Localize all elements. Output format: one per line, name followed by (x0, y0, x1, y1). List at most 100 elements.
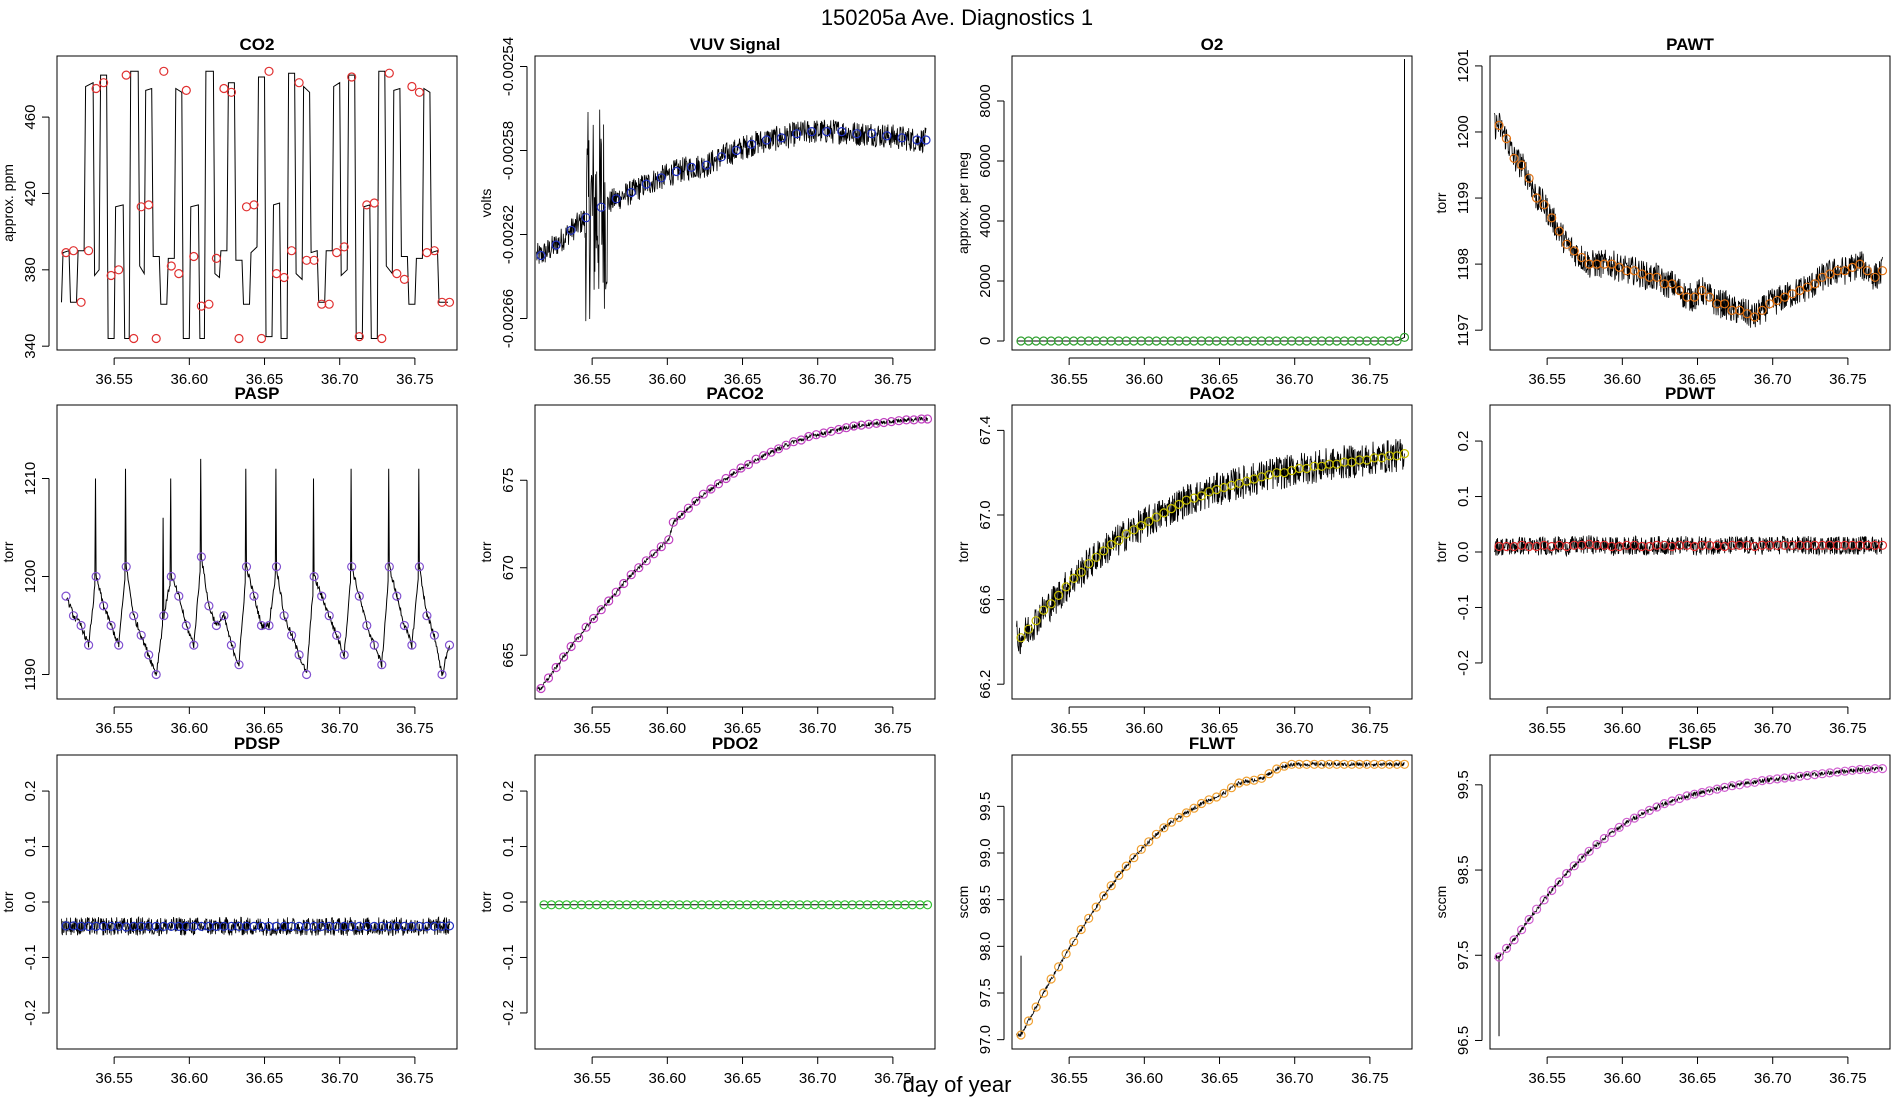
x-axis: 36.55 36.60 36.65 36.70 36.75 (573, 357, 912, 388)
panel-co2: CO2 36.55 36.60 36.65 36.70 36.75 340 380 420 460… (0, 35, 458, 388)
x-tick-label: 36.60 (171, 720, 209, 737)
average-point (1129, 525, 1139, 535)
y-tick-label: 0.0 (1455, 542, 1472, 563)
average-point (437, 669, 447, 680)
panel-paco2: PACO2 36.55 36.60 36.65 36.70 36.75 665 670 675 t… (478, 384, 936, 737)
panel-title: FLSP (1668, 734, 1711, 753)
average-point (686, 162, 697, 172)
average-point (1652, 272, 1662, 282)
x-tick-label: 36.65 (1679, 720, 1717, 737)
average-point (392, 591, 402, 601)
raw-series (65, 458, 450, 677)
average-point (1569, 246, 1579, 256)
x-tick-label: 36.60 (1604, 371, 1642, 388)
average-point (1023, 1016, 1034, 1026)
y-tick-label: -0.1 (22, 945, 39, 971)
average-point (1091, 552, 1101, 562)
average-point (1166, 504, 1177, 514)
average-point (701, 160, 712, 170)
average-point (444, 640, 455, 650)
x-axis: 36.55 36.60 36.65 36.70 36.75 (95, 1056, 434, 1087)
average-point (1562, 239, 1572, 249)
average-point (151, 333, 161, 344)
average-point (294, 78, 304, 88)
average-point (683, 503, 694, 513)
average-point (1614, 822, 1624, 833)
average-point (1554, 226, 1564, 236)
average-point (1151, 512, 1162, 522)
y-tick-label: 0.0 (500, 892, 517, 913)
plot-area (61, 66, 455, 344)
average-point (189, 640, 199, 650)
plot-area (61, 458, 455, 680)
x-tick-label: 36.75 (1829, 371, 1867, 388)
average-point (211, 253, 221, 263)
average-point (226, 87, 236, 97)
x-axis: 36.55 36.60 36.65 36.70 36.75 (1528, 1056, 1867, 1087)
average-point (897, 133, 907, 143)
y-axis: -0.2 -0.1 0.0 0.1 0.2 (500, 781, 528, 1026)
average-point (1637, 809, 1647, 819)
average-point (1038, 988, 1049, 998)
y-axis-label: torr (0, 891, 16, 912)
raw-series (61, 70, 448, 339)
average-point (1084, 913, 1094, 923)
y-tick-label: -0.2 (22, 1000, 39, 1026)
y-axis: 1190 1200 1210 (22, 462, 50, 691)
average-point (1539, 200, 1549, 210)
average-point (1607, 827, 1617, 838)
plot-frame (534, 404, 936, 700)
panel-o2: O2 36.55 36.60 36.65 36.70 36.75 0 2000 4000 6000… (955, 35, 1413, 388)
y-tick-label: -0.00262 (500, 205, 517, 264)
average-point (144, 200, 154, 210)
y-axis-label: sccm (1433, 886, 1449, 919)
plot-area (539, 900, 933, 910)
average-point (1501, 943, 1512, 954)
average-point (98, 78, 109, 88)
average-point (573, 633, 584, 643)
average-point (1121, 529, 1131, 539)
average-point (76, 297, 86, 307)
average-point (114, 640, 124, 650)
panel-pdwt: PDWT 36.55 36.60 36.65 36.70 36.75 -0.2 -0.1 0.0… (1433, 384, 1891, 737)
average-point (634, 563, 644, 573)
y-tick-label: 0.2 (22, 781, 39, 802)
x-tick-label: 36.65 (246, 720, 284, 737)
average-point (1509, 153, 1519, 163)
average-point (1719, 299, 1730, 309)
x-tick-label: 36.65 (1201, 720, 1239, 737)
panel-title: PDWT (1665, 384, 1716, 403)
average-point (1547, 885, 1557, 896)
x-tick-label: 36.70 (1754, 371, 1792, 388)
average-point (444, 921, 455, 931)
y-axis-label: volts (478, 189, 494, 218)
y-axis: 340 380 420 460 (22, 105, 50, 359)
plot-frame (1489, 754, 1891, 1050)
x-axis: 36.55 36.60 36.65 36.70 36.75 (1050, 357, 1389, 388)
y-tick-label: 460 (22, 105, 39, 130)
plot-area (536, 414, 933, 694)
plot-area (1494, 763, 1888, 1037)
average-point (1181, 808, 1192, 818)
panel-vuv-signal: VUV Signal 36.55 36.60 36.65 36.70 36.75 -0.00… (478, 35, 936, 388)
average-point (588, 613, 599, 624)
average-point (1114, 535, 1124, 546)
y-axis: -0.2 -0.1 0.0 0.1 0.2 (22, 781, 50, 1026)
average-point (166, 261, 176, 271)
y-axis-label: approx. per meg (955, 152, 971, 254)
x-tick-label: 36.70 (1754, 1070, 1792, 1087)
y-tick-label: 670 (500, 555, 517, 580)
x-axis: 36.55 36.60 36.65 36.70 36.75 (1528, 706, 1867, 737)
average-point (1189, 803, 1199, 813)
average-point (751, 454, 761, 464)
y-axis-label: torr (0, 541, 16, 562)
average-point (362, 620, 372, 631)
average-point (1531, 193, 1542, 203)
plot-frame (534, 55, 936, 351)
y-tick-label: 97.5 (1455, 941, 1472, 970)
average-point (792, 129, 802, 139)
average-point (429, 246, 439, 256)
average-point (144, 650, 154, 660)
panel-title: PAO2 (1189, 384, 1234, 403)
average-point (1509, 935, 1519, 945)
